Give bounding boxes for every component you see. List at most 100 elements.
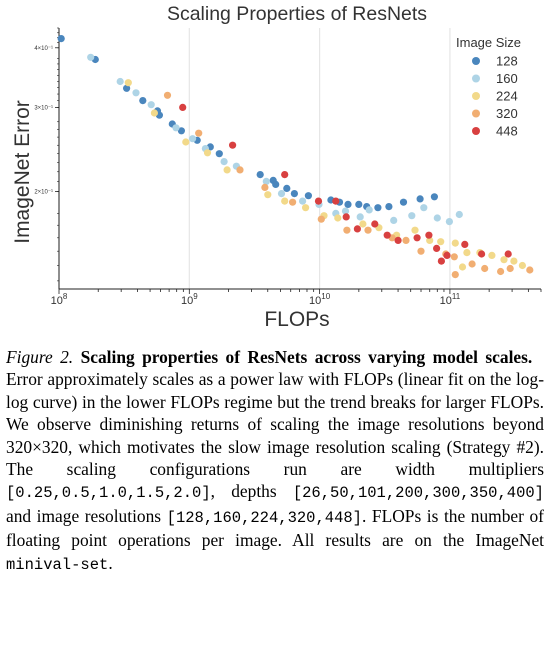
data-point-224 — [182, 138, 190, 146]
data-point-224 — [223, 166, 231, 174]
data-point-224 — [150, 109, 158, 117]
data-point-160 — [445, 218, 453, 226]
data-point-448 — [437, 257, 445, 265]
data-point-224 — [451, 239, 459, 247]
data-point-448 — [478, 250, 486, 258]
data-point-128 — [430, 193, 438, 201]
data-point-448 — [394, 236, 402, 244]
data-point-160 — [262, 177, 270, 185]
data-point-448 — [281, 171, 289, 179]
data-point-160 — [116, 77, 124, 86]
chart-title: Scaling Properties of ResNets — [167, 3, 427, 25]
data-point-224 — [359, 220, 367, 228]
data-point-160 — [390, 216, 398, 224]
data-point-224 — [302, 204, 310, 212]
x-axis-label: FLOPs — [264, 308, 329, 331]
chart-axes — [58, 28, 541, 290]
data-point-128 — [355, 200, 363, 208]
data-point-320 — [481, 264, 489, 273]
legend-label-320: 320 — [496, 106, 518, 121]
x-tick-label: 108 — [51, 292, 68, 307]
data-point-128 — [139, 97, 147, 105]
data-point-448 — [332, 197, 340, 205]
legend-swatch-224 — [472, 92, 480, 100]
scaling-chart: 108 109 1010 1011 2×10⁻¹ 3×10⁻¹ 4×10⁻¹ Scalin… — [11, 3, 542, 331]
caption-depths: [26,50,101,200,300,350,400] — [292, 484, 544, 503]
legend-label-448: 448 — [496, 124, 518, 139]
data-point-448 — [504, 250, 512, 258]
chart-points — [57, 35, 534, 279]
data-point-160 — [299, 197, 307, 205]
data-point-224 — [334, 214, 342, 222]
legend-swatch-128 — [472, 57, 480, 65]
data-point-160 — [341, 207, 350, 215]
x-axis-ticks: 108 109 1010 1011 — [51, 289, 542, 307]
y-tick-label: 2×10⁻¹ — [34, 190, 53, 196]
data-point-160 — [277, 190, 286, 198]
data-point-320 — [236, 166, 244, 174]
data-point-128 — [57, 35, 65, 43]
data-point-224 — [510, 257, 518, 265]
x-tick-label: 109 — [181, 292, 198, 307]
y-axis-label: ImageNet Error — [11, 100, 34, 244]
legend-swatch-448 — [472, 127, 480, 135]
caption-text-resolutions: and image resolutions — [6, 505, 162, 526]
caption-text-depths: , depths — [210, 481, 277, 502]
data-point-224 — [203, 149, 212, 157]
legend-label-160: 160 — [496, 71, 518, 86]
data-point-320 — [364, 226, 372, 234]
x-tick-label: 1010 — [309, 292, 331, 307]
data-point-160 — [147, 101, 155, 109]
data-point-320 — [343, 226, 351, 234]
data-point-224 — [124, 79, 132, 87]
data-point-448 — [179, 103, 187, 111]
data-point-320 — [468, 260, 476, 268]
data-point-160 — [420, 204, 428, 212]
data-point-160 — [87, 53, 95, 61]
data-point-224 — [488, 251, 496, 259]
data-point-160 — [408, 212, 416, 220]
data-point-320 — [417, 247, 425, 255]
data-point-128 — [385, 203, 393, 211]
legend-swatch-320 — [472, 109, 480, 118]
data-point-320 — [317, 215, 325, 223]
caption-widths: [0.25,0.5,1.0,1.5,2.0] — [6, 484, 211, 503]
legend-label-128: 128 — [496, 54, 518, 69]
legend-title: Image Size — [456, 35, 521, 50]
caption-body-2: . FLOPs is the number of floating point … — [6, 505, 544, 551]
data-point-160 — [433, 214, 441, 222]
data-point-224 — [463, 249, 471, 257]
data-point-320 — [526, 266, 534, 274]
y-tick-label: 3×10⁻¹ — [34, 105, 53, 111]
data-point-320 — [261, 183, 269, 191]
data-point-320 — [402, 236, 410, 244]
data-point-448 — [314, 197, 323, 205]
data-point-320 — [195, 129, 203, 137]
data-point-224 — [458, 263, 467, 271]
data-point-224 — [411, 226, 419, 234]
data-point-320 — [506, 264, 514, 273]
data-point-224 — [437, 238, 445, 246]
chart-legend: Image Size 128 160 224 320 448 — [456, 35, 521, 139]
data-point-128 — [256, 171, 264, 179]
data-point-128 — [399, 198, 408, 206]
data-point-224 — [264, 191, 272, 199]
caption-body-1: Error approximately scales as a power la… — [6, 369, 544, 480]
data-point-128 — [177, 127, 185, 135]
data-point-128 — [123, 84, 131, 92]
data-point-160 — [132, 89, 140, 97]
figure-label: Figure 2. — [6, 347, 74, 367]
data-point-448 — [413, 234, 421, 242]
data-point-128 — [272, 180, 280, 188]
x-tick-label: 1011 — [440, 292, 461, 307]
legend-swatch-160 — [472, 74, 480, 83]
data-point-128 — [283, 184, 291, 192]
data-point-320 — [450, 253, 458, 261]
figure-caption: Figure 2. Scaling properties of ResNets … — [6, 346, 544, 576]
data-point-448 — [353, 225, 361, 233]
data-point-160 — [455, 210, 463, 219]
data-point-448 — [342, 213, 350, 221]
data-point-128 — [290, 190, 298, 198]
data-point-448 — [461, 240, 469, 248]
data-point-128 — [304, 192, 312, 200]
